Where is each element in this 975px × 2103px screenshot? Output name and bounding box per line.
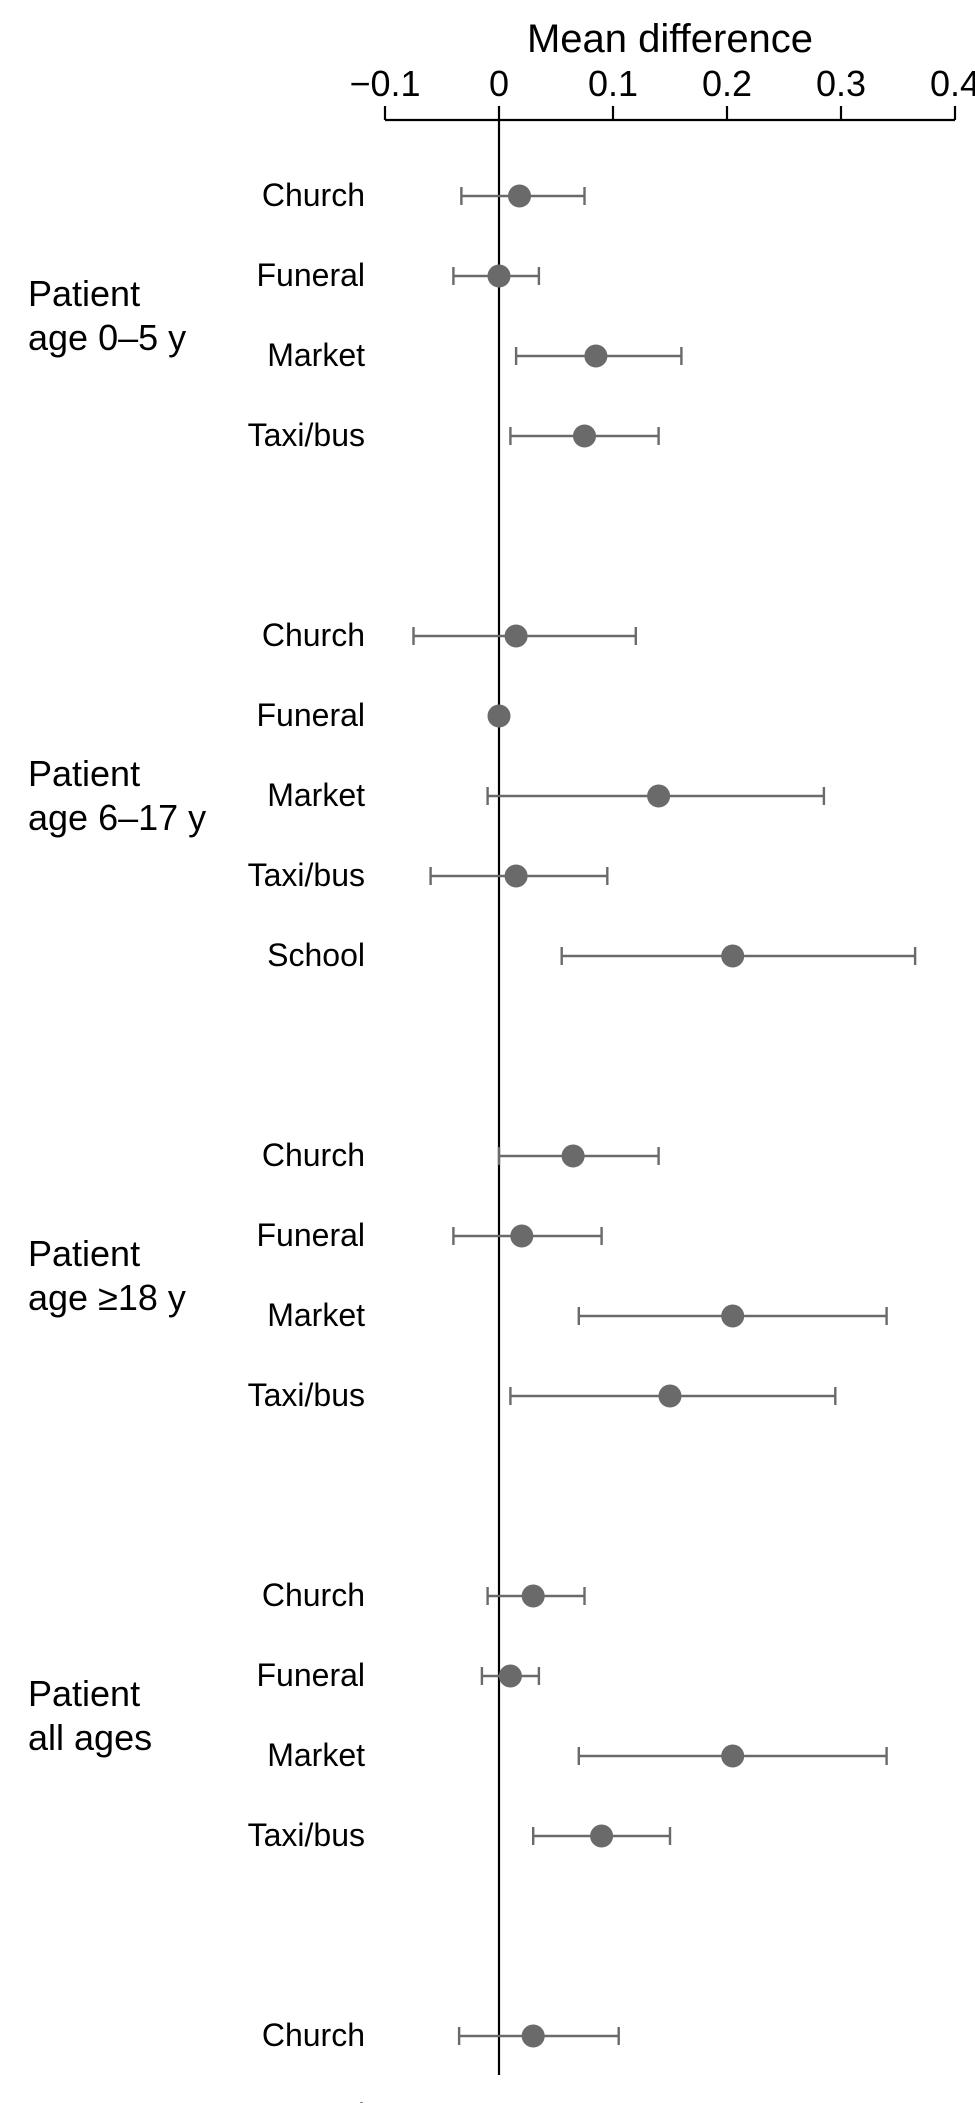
row-label: Market	[267, 1297, 365, 1333]
x-axis-tick-label: 0.3	[816, 63, 866, 104]
point-marker	[722, 1305, 744, 1327]
x-axis-tick-label: −0.1	[349, 63, 420, 104]
group-label: all ages	[28, 1717, 152, 1758]
row-label: Taxi/bus	[248, 417, 365, 453]
row-label: Church	[262, 177, 365, 213]
group-label: age ≥18 y	[28, 1277, 186, 1318]
point-marker	[488, 265, 510, 287]
point-marker	[648, 785, 670, 807]
point-marker	[488, 705, 510, 727]
point-marker	[505, 865, 527, 887]
point-marker	[522, 2025, 544, 2047]
point-marker	[574, 425, 596, 447]
row-label: Funeral	[257, 257, 366, 293]
x-axis-tick-label: 0.4	[930, 63, 975, 104]
row-label: Taxi/bus	[248, 1817, 365, 1853]
row-label: Market	[267, 1737, 365, 1773]
row-label: Church	[262, 617, 365, 653]
point-marker	[499, 1665, 521, 1687]
row-label: Funeral	[257, 1217, 366, 1253]
point-marker	[722, 1745, 744, 1767]
x-axis-tick-label: 0.1	[588, 63, 638, 104]
row-label: Church	[262, 1137, 365, 1173]
row-label: Church	[262, 1577, 365, 1613]
row-label: Church	[262, 2017, 365, 2053]
row-label: School	[267, 937, 365, 973]
point-marker	[585, 345, 607, 367]
group-label: Patient	[28, 753, 140, 794]
row-label: Funeral	[257, 1657, 366, 1693]
row-label: Taxi/bus	[248, 1377, 365, 1413]
row-label: Market	[267, 777, 365, 813]
forest-plot: Mean difference −0.1 0 0.1 0.2 0.3 0.4 Church F…	[0, 0, 975, 2103]
row-label: Market	[267, 337, 365, 373]
x-axis-tick-label: 0	[489, 63, 509, 104]
group-label: age 6–17 y	[28, 797, 206, 838]
point-marker	[522, 1585, 544, 1607]
group-label: Patient	[28, 273, 140, 314]
point-marker	[511, 1225, 533, 1247]
point-marker	[722, 945, 744, 967]
group-label: Patient	[28, 1233, 140, 1274]
point-marker	[505, 625, 527, 647]
row-label: Taxi/bus	[248, 857, 365, 893]
point-marker	[659, 1385, 681, 1407]
x-axis-tick-label: 0.2	[702, 63, 752, 104]
group-label: Patient	[28, 1673, 140, 1714]
x-axis-title: Mean difference	[527, 17, 813, 61]
row-label: Funeral	[257, 697, 366, 733]
point-marker	[591, 1825, 613, 1847]
point-marker	[509, 185, 531, 207]
row-label: Funeral	[257, 2097, 366, 2103]
group-label: age 0–5 y	[28, 317, 186, 358]
point-marker	[562, 1145, 584, 1167]
